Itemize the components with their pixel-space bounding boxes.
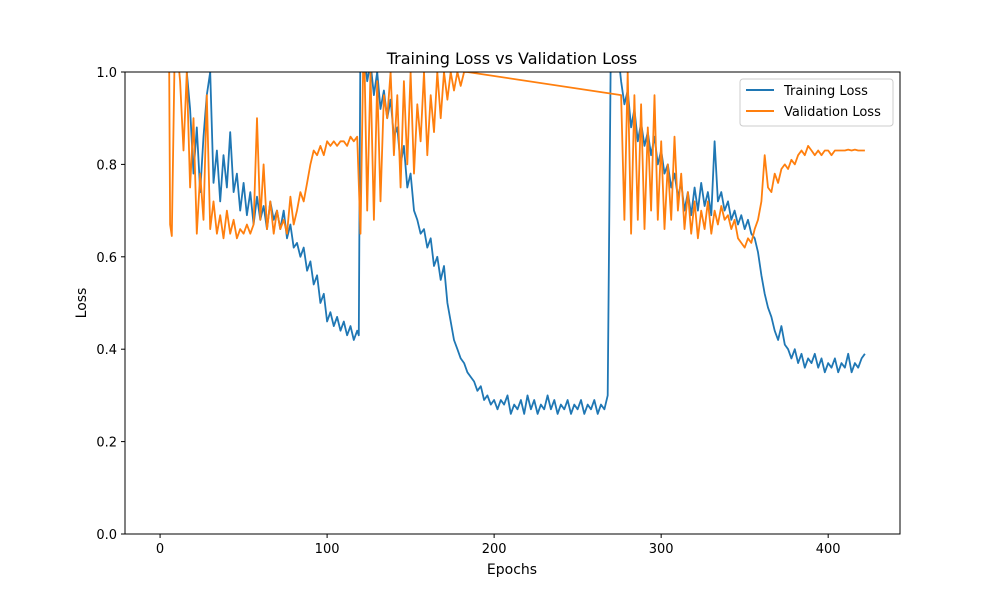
x-tick-label: 400 xyxy=(816,542,841,557)
y-tick-label: 0.6 xyxy=(96,251,117,266)
series-layer xyxy=(168,72,866,415)
chart-title: Training Loss vs Validation Loss xyxy=(386,49,637,68)
plot-frame xyxy=(124,71,901,535)
series-line-training-loss xyxy=(185,72,866,415)
legend: Training Loss Validation Loss xyxy=(739,78,894,127)
y-tick-label: 0.8 xyxy=(96,158,117,173)
y-tick-label: 0.0 xyxy=(96,528,117,543)
x-axis-label: Epochs xyxy=(487,562,537,578)
y-tick-label: 0.4 xyxy=(96,343,117,358)
x-tick-label: 300 xyxy=(649,542,674,557)
x-tick-label: 100 xyxy=(315,542,340,557)
x-tick-label: 0 xyxy=(156,542,164,557)
y-axis-label: Loss xyxy=(74,288,90,319)
x-tick-label: 200 xyxy=(482,542,507,557)
series-line-validation-loss xyxy=(168,72,865,249)
y-tick-label: 0.2 xyxy=(96,436,117,451)
legend-label-training-loss: Training Loss xyxy=(783,84,868,99)
y-tick-label: 1.0 xyxy=(96,66,117,81)
legend-label-validation-loss: Validation Loss xyxy=(784,105,881,120)
legend-box xyxy=(739,78,894,127)
axes-layer: 0 100 200 300 400 0.0 0.2 0.4 0.6 0.8 1.0 xyxy=(96,66,840,557)
